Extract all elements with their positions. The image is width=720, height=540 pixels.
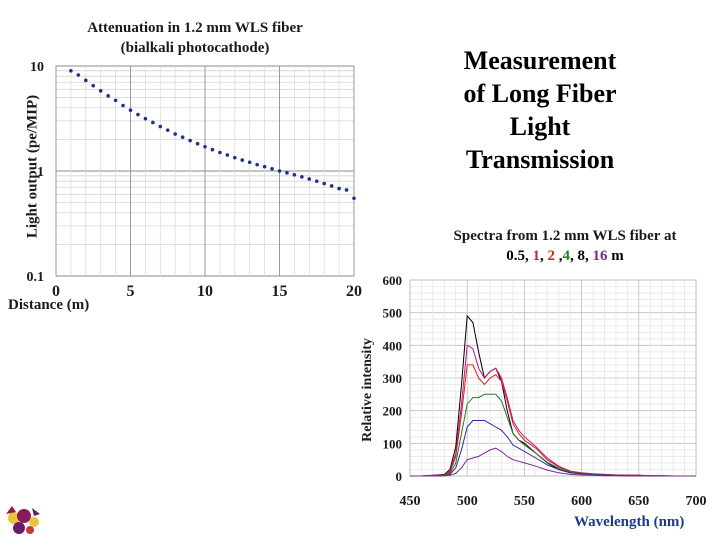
data-point [225,153,230,157]
data-point [270,166,274,171]
spectra-title-line-1: Spectra from 1.2 mm WLS fiber at [453,228,677,244]
headline-line-4: Transmission [465,145,615,174]
title-part: m [607,248,624,264]
x-tick-label: 650 [628,494,649,509]
data-point [329,184,334,188]
data-point [69,69,73,73]
y-tick-label: 600 [383,273,403,288]
x-tick-label: 15 [272,283,288,300]
data-point [247,160,252,165]
title-part: , 8, [570,248,593,264]
x-tick-label: 500 [457,494,478,509]
data-point [143,116,148,121]
spectra-chart: 0 100 200 300 400 500 600 450 500 550 600 650 700 [383,273,707,509]
title-part: , [525,248,533,264]
data-point [195,141,200,146]
data-point [314,179,319,183]
data-point [121,103,125,108]
data-point [240,158,245,162]
y-tick-label: 500 [383,306,403,321]
x-tick-label: 5 [127,283,135,300]
attenuation-x-axis-label: Distance (m) [8,297,90,313]
title-part: 2 [547,248,556,264]
attenuation-title-line-2: (bialkali photocathode) [120,40,270,56]
title-part: 16 [592,248,608,264]
data-point [300,175,304,179]
data-point [292,173,297,177]
y-tick-label: 1 [37,165,44,180]
y-tick-label: 200 [383,404,403,419]
y-tick-label: 400 [383,338,403,353]
x-tick-label: 600 [571,494,592,509]
data-point [352,196,356,201]
data-point [91,83,96,88]
data-point [151,120,155,125]
data-point [165,128,170,132]
data-point [203,145,207,149]
data-point [255,162,259,167]
y-tick-label: 100 [383,436,403,451]
attenuation-title-line-1: Attenuation in 1.2 mm WLS fiber [87,20,303,36]
x-tick-label: 700 [686,494,707,509]
title-part: , [555,248,563,264]
data-point [158,124,163,129]
title-part: , [540,248,548,264]
y-tick-label: 0.1 [27,270,45,285]
x-tick-label: 10 [197,283,213,300]
university-crest-icon [6,506,40,534]
y-tick-label: 300 [383,371,403,386]
title-part: 1 [532,248,541,264]
data-point [344,188,349,192]
title-part: 4 [562,248,571,264]
headline-line-3: Light [509,112,571,141]
data-point [180,135,185,139]
headline-line-1: Measurement [463,46,617,75]
data-point [173,132,177,136]
spectra-title-line-2: 0.5, 1, 2 ,4, 8, 16 m [420,246,710,266]
data-point [113,98,118,103]
data-point [307,177,312,181]
y-tick-label: 0 [396,469,403,484]
x-tick-label: 550 [514,494,535,509]
data-point [98,89,103,93]
spectra-x-axis-label: Wavelength (nm) [574,514,685,530]
data-point [277,169,282,173]
data-point [233,155,237,160]
x-tick-label: 450 [400,494,421,509]
title-part: 0.5 [506,248,525,264]
data-point [210,147,215,152]
data-point [285,171,289,175]
data-point [322,181,327,186]
data-point [188,138,192,143]
data-point [106,94,110,98]
data-point [84,78,88,83]
slide-headline: Measurement of Long Fiber Light Transmis… [440,44,640,176]
data-point [262,164,267,169]
data-point [136,112,140,117]
attenuation-chart-title: Attenuation in 1.2 mm WLS fiber (bialkal… [40,18,350,58]
headline-line-2: of Long Fiber [463,79,617,108]
data-point [218,150,222,155]
spectrum-line [410,447,696,477]
attenuation-chart: 0.1 1 10 0 5 10 15 20 [27,60,363,300]
spectra-chart-title: Spectra from 1.2 mm WLS fiber at 0.5, 1,… [420,226,710,266]
data-point [337,186,341,191]
x-tick-label: 20 [346,283,362,300]
x-tick-label: 0 [52,283,60,300]
data-point [128,108,133,112]
data-point [76,73,81,77]
y-tick-label: 10 [30,60,44,75]
